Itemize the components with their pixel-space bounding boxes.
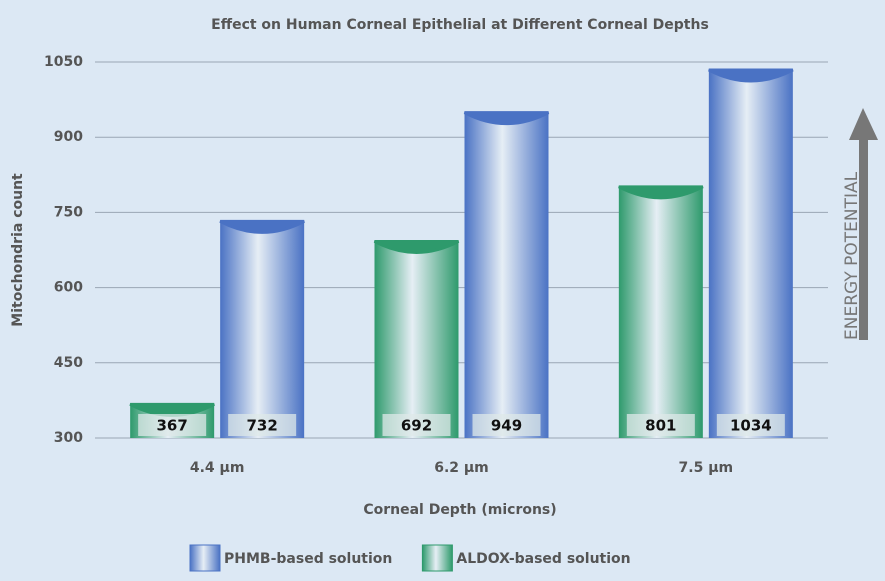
bar-cap xyxy=(463,111,550,126)
bar-cap xyxy=(373,239,460,254)
value-label-bg xyxy=(228,414,297,436)
value-label: 949 xyxy=(491,417,522,435)
y-tick-label: 300 xyxy=(54,430,83,446)
x-tick-label: 4.4 µm xyxy=(190,460,245,476)
bar-cap xyxy=(618,185,704,200)
y-tick-label: 900 xyxy=(54,129,83,145)
bar-cap xyxy=(708,68,794,83)
bar xyxy=(618,186,703,438)
legend-swatch xyxy=(189,544,221,572)
value-label: 801 xyxy=(645,417,676,435)
y-tick-label: 750 xyxy=(54,204,83,220)
legend-label: ALDOX-based solution xyxy=(456,551,630,567)
x-tick-label: 7.5 µm xyxy=(679,460,734,476)
bar-cap xyxy=(219,219,305,234)
x-tick-label: 6.2 µm xyxy=(434,460,489,476)
bar xyxy=(220,221,305,438)
legend-label: PHMB-based solution xyxy=(224,551,392,567)
y-tick-label: 1050 xyxy=(44,54,83,70)
bar-group: 1034 xyxy=(708,68,794,438)
x-axis-label: Corneal Depth (microns) xyxy=(363,502,556,518)
value-label: 1034 xyxy=(730,417,772,435)
bar xyxy=(374,241,459,438)
value-label-bg xyxy=(382,414,451,436)
bar xyxy=(708,70,793,438)
y-axis-label: Mitochondria count xyxy=(10,173,26,327)
bar xyxy=(464,112,549,438)
bar-group: 801 xyxy=(618,185,704,438)
y-tick-label: 450 xyxy=(54,355,83,371)
value-label-bg xyxy=(716,414,785,436)
y-tick-label: 600 xyxy=(54,280,83,296)
bar-group: 367 xyxy=(129,402,215,438)
value-label: 367 xyxy=(157,417,188,435)
legend-swatch xyxy=(421,544,453,572)
bar-group: 949 xyxy=(463,111,550,438)
chart-title: Effect on Human Corneal Epithelial at Di… xyxy=(211,17,709,33)
energy-arrow: ENERGY POTENTIAL xyxy=(842,108,878,340)
value-label-bg xyxy=(626,414,695,436)
value-label-bg xyxy=(472,414,541,436)
value-label: 732 xyxy=(247,417,278,435)
value-label-bg xyxy=(138,414,207,436)
bar-group: 732 xyxy=(219,219,305,438)
annotation: ENERGY POTENTIAL xyxy=(842,171,862,340)
value-label: 692 xyxy=(401,417,432,435)
bar-group: 692 xyxy=(373,239,460,438)
